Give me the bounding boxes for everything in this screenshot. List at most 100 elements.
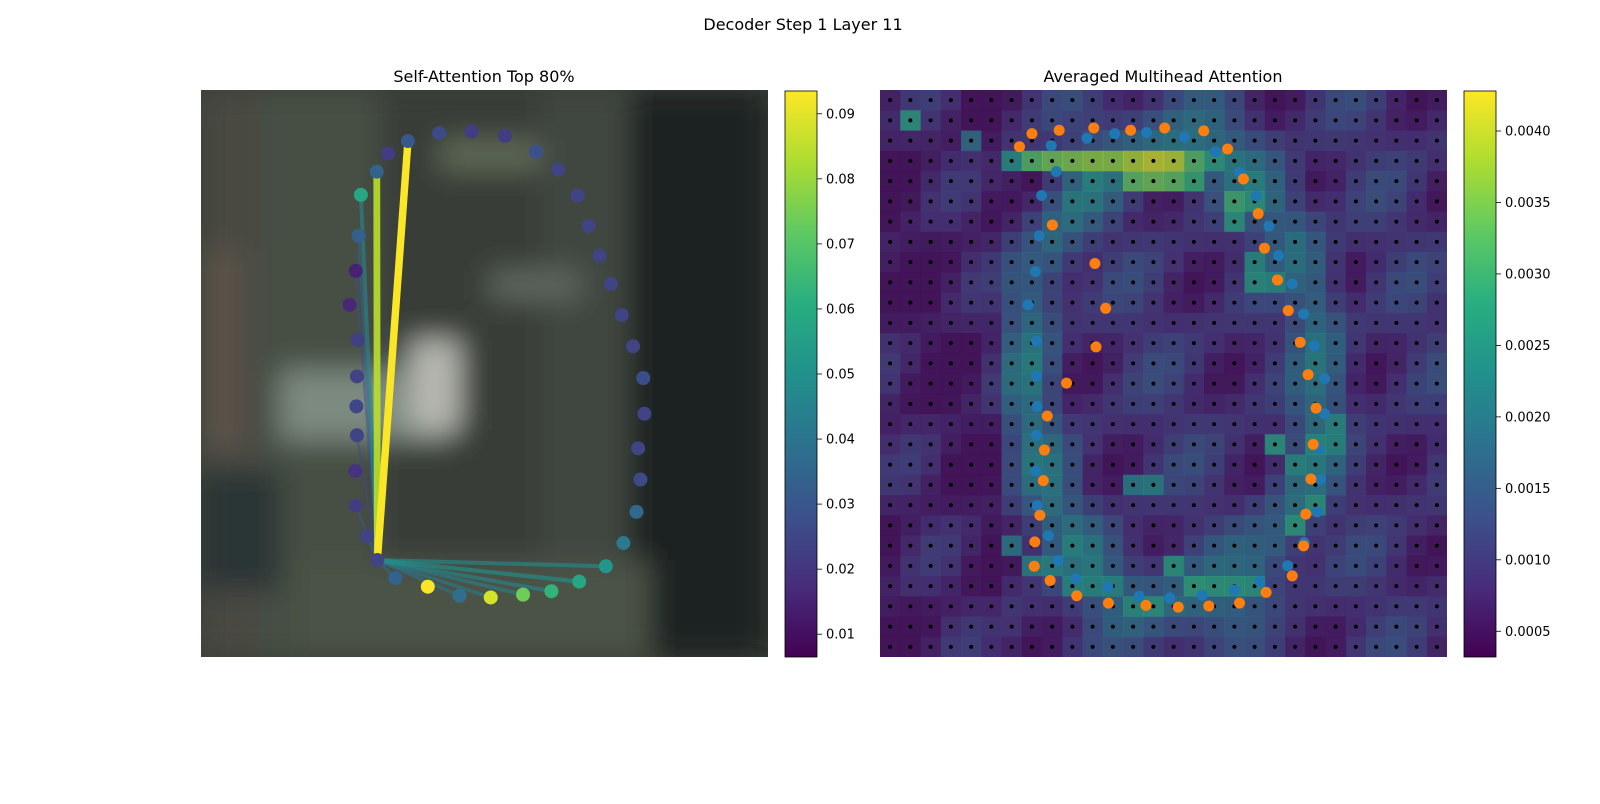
grid-dot bbox=[1333, 563, 1338, 568]
grid-dot bbox=[1394, 179, 1399, 184]
grid-dot bbox=[1414, 584, 1419, 589]
grid-dot bbox=[1374, 462, 1379, 467]
grid-dot bbox=[1313, 118, 1318, 123]
grid-dot bbox=[1394, 523, 1399, 528]
grid-dot bbox=[1293, 401, 1298, 406]
grid-dot bbox=[1110, 219, 1115, 224]
grid-dot bbox=[969, 239, 974, 244]
grid-dot bbox=[908, 118, 913, 123]
grid-dot bbox=[1293, 422, 1298, 427]
grid-dot bbox=[1272, 462, 1277, 467]
keypoint-marker bbox=[1311, 506, 1323, 518]
grid-dot bbox=[1333, 401, 1338, 406]
grid-dot bbox=[1374, 320, 1379, 325]
grid-dot bbox=[1212, 199, 1217, 204]
keypoint-marker bbox=[592, 248, 607, 263]
grid-dot bbox=[1232, 482, 1237, 487]
grid-dot bbox=[1151, 442, 1156, 447]
grid-dot bbox=[1353, 118, 1358, 123]
grid-dot bbox=[1131, 280, 1136, 285]
grid-dot bbox=[1293, 442, 1298, 447]
grid-dot bbox=[1272, 260, 1277, 265]
keypoint-marker bbox=[1061, 377, 1073, 389]
keypoint-marker bbox=[1302, 369, 1314, 381]
grid-dot bbox=[1191, 442, 1196, 447]
grid-dot bbox=[1212, 523, 1217, 528]
grid-dot bbox=[928, 341, 933, 346]
grid-dot bbox=[1353, 462, 1358, 467]
grid-dot bbox=[1070, 158, 1075, 163]
grid-dot bbox=[1394, 239, 1399, 244]
grid-dot bbox=[1131, 482, 1136, 487]
grid-dot bbox=[1252, 280, 1257, 285]
grid-dot bbox=[1374, 563, 1379, 568]
grid-dot bbox=[948, 563, 953, 568]
grid-dot bbox=[948, 118, 953, 123]
grid-dot bbox=[1232, 644, 1237, 649]
grid-dot bbox=[888, 543, 893, 548]
grid-dot bbox=[1029, 644, 1034, 649]
grid-dot bbox=[928, 482, 933, 487]
grid-dot bbox=[1050, 503, 1055, 508]
grid-dot bbox=[1212, 341, 1217, 346]
grid-dot bbox=[1171, 644, 1176, 649]
keypoint-marker bbox=[1210, 146, 1222, 158]
grid-dot bbox=[908, 503, 913, 508]
grid-dot bbox=[928, 584, 933, 589]
grid-dot bbox=[1151, 138, 1156, 143]
grid-dot bbox=[989, 624, 994, 629]
keypoint-marker bbox=[360, 529, 375, 544]
grid-dot bbox=[1232, 300, 1237, 305]
keypoint-marker bbox=[1258, 242, 1270, 254]
keypoint-marker bbox=[1298, 540, 1310, 552]
grid-dot bbox=[1131, 563, 1136, 568]
keypoint-marker bbox=[1081, 132, 1093, 144]
grid-dot bbox=[1171, 442, 1176, 447]
grid-dot bbox=[1090, 482, 1095, 487]
grid-dot bbox=[908, 422, 913, 427]
grid-dot bbox=[989, 543, 994, 548]
grid-dot bbox=[1293, 300, 1298, 305]
grid-dot bbox=[1434, 138, 1439, 143]
grid-dot bbox=[1151, 644, 1156, 649]
grid-dot bbox=[989, 219, 994, 224]
grid-dot bbox=[1131, 219, 1136, 224]
grid-dot bbox=[1029, 584, 1034, 589]
keypoint-marker bbox=[603, 276, 618, 291]
grid-dot bbox=[908, 219, 913, 224]
grid-dot bbox=[1414, 260, 1419, 265]
grid-dot bbox=[1394, 219, 1399, 224]
grid-dot bbox=[1232, 624, 1237, 629]
keypoint-marker bbox=[1044, 574, 1056, 586]
keypoint-marker bbox=[1029, 265, 1041, 277]
grid-dot bbox=[1110, 381, 1115, 386]
right-colorbar-ticks: 0.0005 0.0010 0.0015 0.0020 0.0025 0.0030 0.00… bbox=[1496, 125, 1551, 640]
grid-dot bbox=[1394, 280, 1399, 285]
grid-dot bbox=[888, 503, 893, 508]
grid-dot bbox=[1171, 239, 1176, 244]
grid-dot bbox=[1070, 179, 1075, 184]
grid-dot bbox=[1029, 523, 1034, 528]
grid-dot bbox=[1272, 503, 1277, 508]
grid-dot bbox=[1374, 138, 1379, 143]
keypoint-marker bbox=[420, 579, 435, 594]
grid-dot bbox=[1212, 98, 1217, 103]
grid-dot bbox=[1232, 442, 1237, 447]
grid-dot bbox=[1394, 543, 1399, 548]
grid-dot bbox=[1212, 300, 1217, 305]
grid-dot bbox=[948, 381, 953, 386]
keypoint-marker bbox=[1036, 189, 1048, 201]
grid-dot bbox=[908, 482, 913, 487]
grid-dot bbox=[1434, 624, 1439, 629]
grid-dot bbox=[928, 361, 933, 366]
grid-dot bbox=[1272, 644, 1277, 649]
grid-dot bbox=[1313, 98, 1318, 103]
grid-dot bbox=[1313, 179, 1318, 184]
grid-dot bbox=[1009, 604, 1014, 609]
keypoint-marker bbox=[516, 587, 531, 602]
grid-dot bbox=[1131, 604, 1136, 609]
grid-dot bbox=[888, 523, 893, 528]
grid-dot bbox=[1191, 381, 1196, 386]
grid-dot bbox=[1272, 138, 1277, 143]
grid-dot bbox=[1070, 624, 1075, 629]
